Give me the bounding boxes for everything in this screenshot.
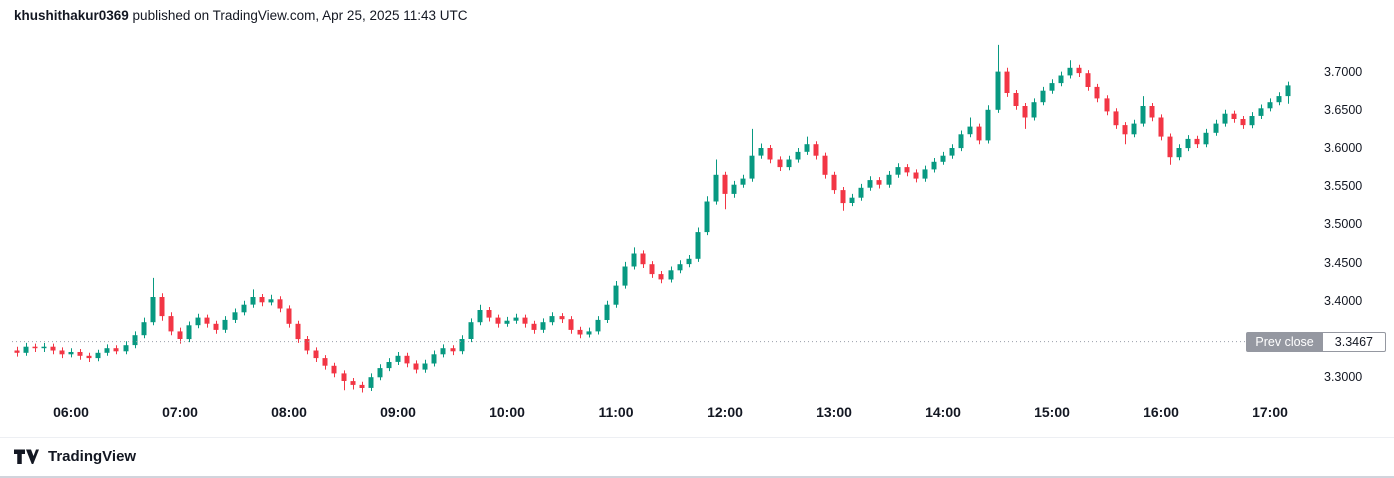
price-tick-label: 3.5000: [1324, 217, 1363, 231]
candlestick-chart: [12, 44, 1310, 393]
prev-close-label: Prev close: [1246, 332, 1323, 352]
time-tick-label: 16:00: [1143, 404, 1179, 420]
time-tick-label: 06:00: [53, 404, 89, 420]
prev-close-value: 3.3467: [1322, 332, 1386, 352]
price-tick-label: 3.6000: [1324, 141, 1363, 155]
publish-info: published on TradingView.com, Apr 25, 20…: [128, 8, 468, 23]
time-tick-label: 12:00: [707, 404, 743, 420]
time-tick-label: 07:00: [162, 404, 198, 420]
price-tick-label: 3.7000: [1324, 65, 1363, 79]
time-tick-label: 14:00: [925, 404, 961, 420]
time-tick-label: 15:00: [1034, 404, 1070, 420]
footer-brand-text: TradingView: [48, 448, 137, 465]
price-tick-label: 3.4500: [1324, 256, 1363, 270]
time-tick-label: 11:00: [598, 404, 634, 420]
footer-separator: [0, 437, 1394, 438]
price-tick-label: 3.4000: [1324, 294, 1363, 308]
publisher-username: khushithakur0369: [14, 8, 129, 23]
time-tick-label: 08:00: [271, 404, 307, 420]
time-tick-label: 17:00: [1252, 404, 1288, 420]
time-tick-label: 13:00: [816, 404, 852, 420]
tradingview-logo-icon: [14, 449, 39, 464]
price-tick-label: 3.5500: [1324, 179, 1363, 193]
footer-brand-link[interactable]: TradingView: [14, 448, 136, 465]
time-tick-label: 10:00: [489, 404, 525, 420]
time-tick-label: 09:00: [380, 404, 416, 420]
publish-header: khushithakur0369 published on TradingVie…: [14, 8, 468, 23]
prev-close-badge: Prev close 3.3467: [1246, 332, 1386, 352]
price-tick-label: 3.6500: [1324, 103, 1363, 117]
price-tick-label: 3.3000: [1324, 370, 1363, 384]
